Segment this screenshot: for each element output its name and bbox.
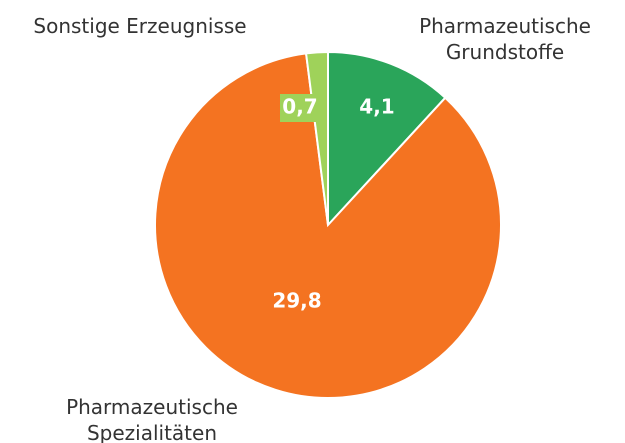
label-background [280, 94, 320, 122]
category-label-line: Grundstoffe [446, 40, 564, 64]
value-label: 0,7 [282, 95, 317, 119]
category-label: Pharmazeutische Grundstoffe [419, 14, 591, 64]
category-label-line: Spezialitäten [87, 421, 217, 443]
category-label-line: Pharmazeutische [66, 395, 238, 419]
pie-slice [327, 50, 447, 228]
category-label: Pharmazeutische Spezialitäten [66, 395, 238, 443]
category-label-line: Pharmazeutische [419, 14, 591, 38]
value-label: 4,1 [359, 95, 394, 119]
category-label-line: Sonstige Erzeugnisse [33, 14, 246, 38]
category-label: Sonstige Erzeugnisse [33, 14, 246, 38]
pie-slice [154, 52, 502, 399]
value-label: 29,8 [272, 289, 321, 313]
